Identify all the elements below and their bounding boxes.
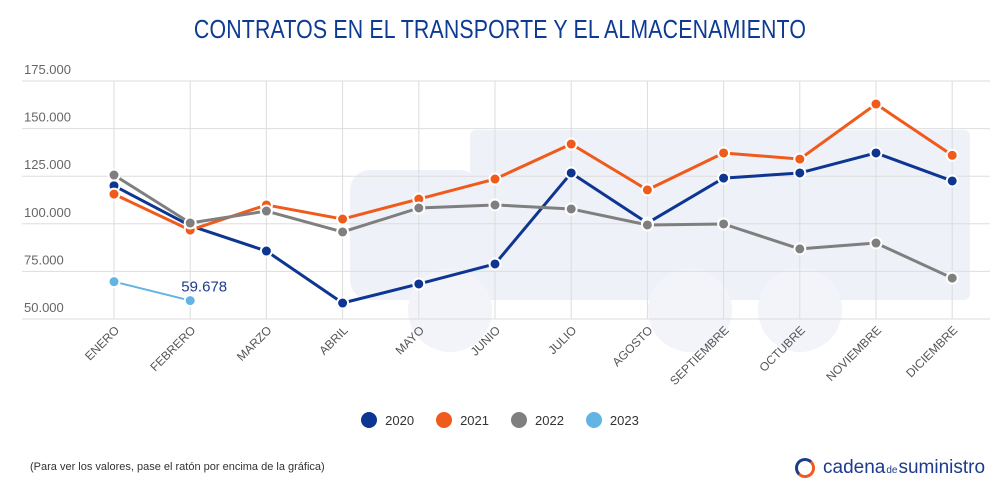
data-point-2020[interactable] [488,257,502,271]
data-point-2020[interactable] [336,296,350,310]
data-point-2022[interactable] [183,216,197,230]
data-point-2021[interactable] [107,187,121,201]
logo-text-de: de [886,465,898,476]
data-label: 59.678 [181,279,227,296]
series-line-2020 [113,151,953,305]
data-point-2021[interactable] [945,148,959,162]
x-tick-label: DICIEMBRE [903,323,960,380]
y-tick-label: 50.000 [24,300,64,315]
data-point-2020[interactable] [259,244,273,258]
data-point-2022[interactable] [336,225,350,239]
data-point-2021[interactable] [336,212,350,226]
data-point-2022[interactable] [488,198,502,212]
data-point-2022[interactable] [564,202,578,216]
data-point-2020[interactable] [717,171,731,185]
data-point-2022[interactable] [259,204,273,218]
legend-marker-icon [436,412,453,428]
data-point-2021[interactable] [564,137,578,151]
x-tick-label: FEBRERO [147,323,198,374]
data-point-2020[interactable] [564,166,578,180]
logo-text-suministro: suministro [898,457,986,478]
data-point-2023[interactable] [107,275,121,289]
series-line-2022 [113,173,953,280]
data-point-2023[interactable] [183,294,197,308]
data-point-2022[interactable] [412,201,426,215]
legend-marker-icon [511,412,527,428]
logo-icon [795,458,815,478]
data-point-2020[interactable] [412,277,426,291]
x-tick-label: JULIO [545,323,579,357]
y-tick-label: 75.000 [24,252,64,267]
data-point-2021[interactable] [793,152,807,166]
logo: cadena de suministro [795,457,985,479]
data-point-2022[interactable] [717,217,731,231]
logo-text: cadena [823,457,886,478]
y-tick-label: 125.000 [24,157,71,172]
x-tick-label: ABRIL [316,323,351,358]
watermark-truck [350,130,970,352]
data-point-2022[interactable] [869,236,883,250]
legend-item-2020[interactable]: 2020 [361,412,414,428]
data-point-2021[interactable] [869,97,883,111]
series-line-2021 [113,102,954,232]
legend-item-2021[interactable]: 2021 [436,412,489,428]
legend-label: 2022 [535,412,564,428]
legend: 2020 2021 2022 2023 [0,412,1000,428]
x-tick-label: MARZO [234,323,275,364]
data-point-2021[interactable] [640,183,654,197]
x-tick-label: ENERO [82,323,122,363]
series-line-2023 [113,280,191,302]
y-tick-label: 100.000 [24,205,71,220]
y-tick-label: 150.000 [24,110,71,125]
x-tick-label: AGOSTO [609,323,655,369]
data-point-2020[interactable] [945,174,959,188]
data-point-2021[interactable] [717,146,731,160]
data-point-2020[interactable] [869,146,883,160]
legend-label: 2020 [385,412,415,428]
legend-item-2023[interactable]: 2023 [585,412,639,428]
footnote: (Para ver los valores, pase el ratón por… [30,461,325,473]
data-point-2020[interactable] [793,166,807,180]
legend-label: 2023 [609,412,639,428]
data-point-2022[interactable] [640,218,654,232]
chart-title: CONTRATOS EN EL TRANSPORTE Y EL ALMACENA… [193,14,807,44]
data-point-2021[interactable] [488,172,502,186]
legend-label: 2021 [460,412,489,428]
data-point-2022[interactable] [793,242,807,256]
data-point-2022[interactable] [945,271,959,285]
legend-item-2022[interactable]: 2022 [511,412,564,428]
data-point-2022[interactable] [107,168,121,182]
y-tick-label: 175.000 [24,62,71,77]
legend-marker-icon [361,412,378,428]
legend-marker-icon [585,412,602,428]
